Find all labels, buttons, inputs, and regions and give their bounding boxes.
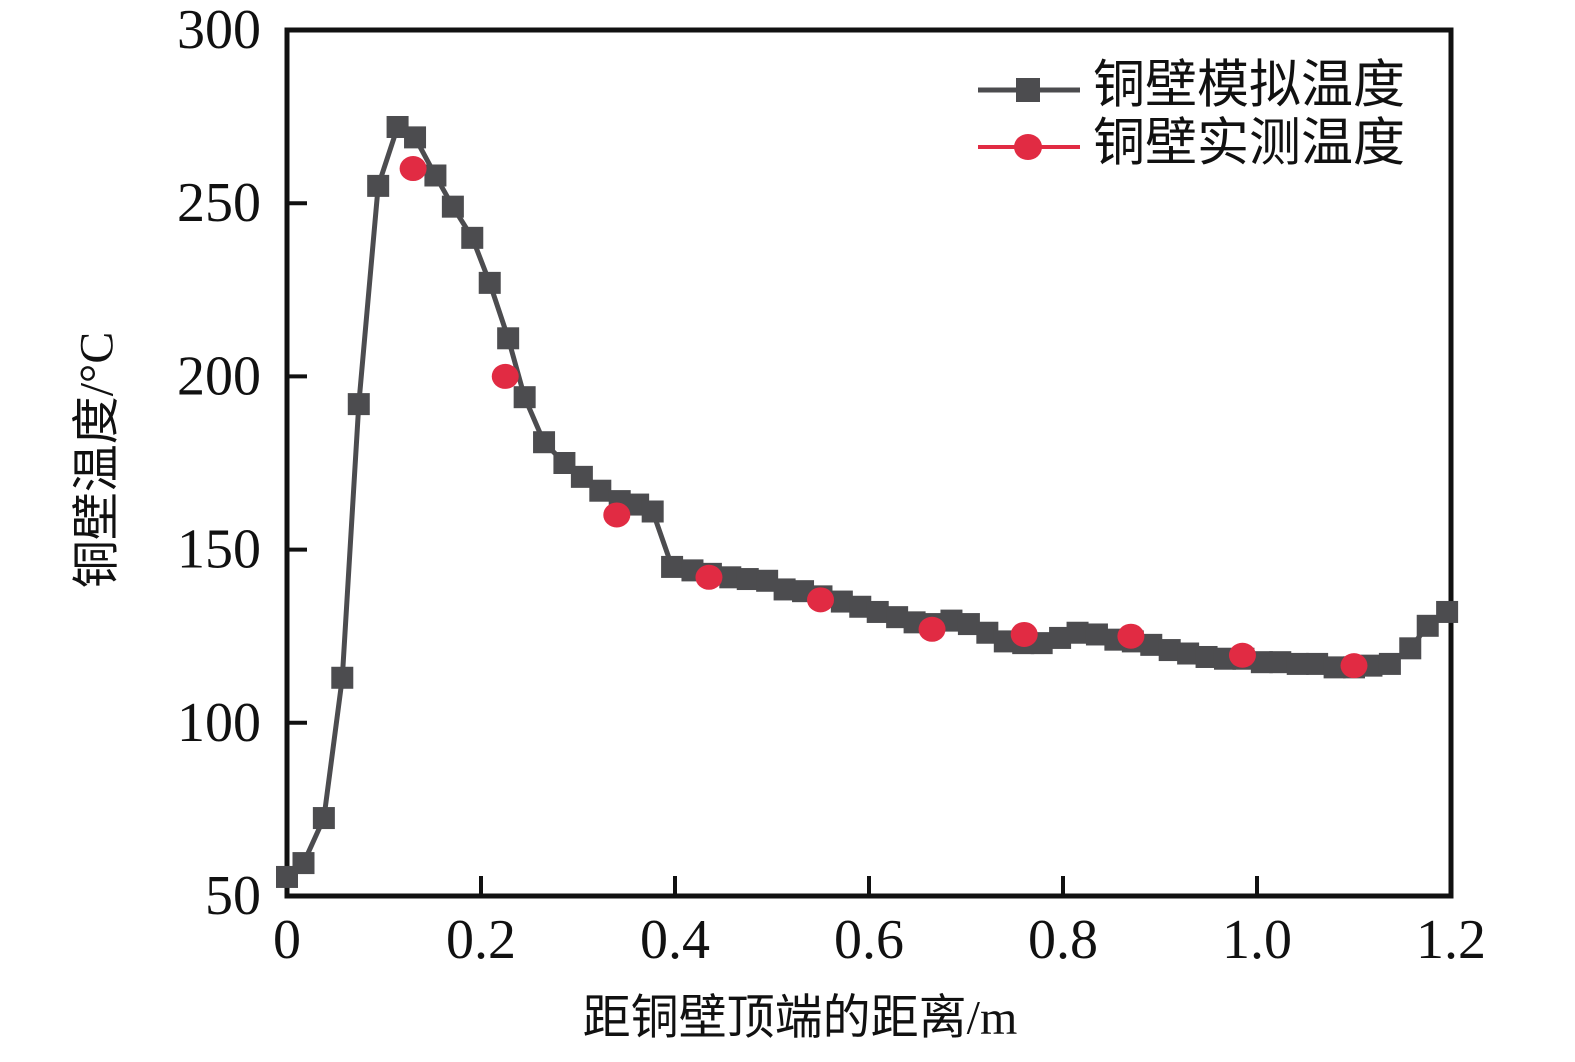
square-marker: [478, 271, 501, 294]
square-marker: [830, 590, 853, 613]
square-marker: [331, 666, 354, 689]
x-axis-ticks: 0 0.2 0.4 0.6 0.8 1.0 1.2: [273, 876, 1486, 971]
square-marker: [719, 566, 742, 589]
square-marker: [736, 568, 759, 591]
square-marker: [347, 393, 370, 416]
x-tick-label: 0: [273, 909, 301, 971]
x-tick-label: 0.8: [1028, 909, 1098, 971]
circle-marker: [807, 587, 834, 613]
square-marker: [424, 164, 447, 187]
square-marker: [513, 386, 536, 409]
square-marker: [570, 465, 593, 488]
y-tick-label: 300: [177, 0, 261, 61]
circle-marker: [491, 363, 519, 389]
square-marker: [886, 606, 909, 629]
square-marker: [386, 115, 409, 138]
legend-circle-marker-icon: [1014, 134, 1042, 160]
square-marker: [866, 600, 889, 623]
circle-marker: [1117, 623, 1145, 649]
square-marker: [497, 327, 520, 350]
square-marker: [976, 621, 999, 644]
circle-marker: [399, 156, 427, 182]
y-axis-title: 铜壁温度/°C: [71, 332, 124, 589]
square-marker: [940, 609, 963, 632]
square-marker: [589, 479, 612, 502]
square-marker: [1323, 656, 1346, 679]
legend: 铜壁模拟温度 铜壁实测温度: [978, 58, 1405, 173]
square-marker: [1066, 621, 1089, 644]
square-marker: [1436, 600, 1459, 623]
square-marker: [1195, 645, 1218, 668]
circle-marker: [1340, 653, 1368, 679]
series-layer: [276, 115, 1459, 888]
x-tick-label: 0.6: [834, 909, 904, 971]
y-tick-label: 50: [205, 865, 261, 927]
square-marker: [1378, 652, 1401, 675]
square-marker: [641, 500, 664, 523]
square-marker: [661, 555, 684, 578]
x-tick-label: 1.2: [1416, 909, 1486, 971]
square-marker: [441, 195, 464, 218]
square-marker: [756, 569, 779, 592]
square-marker: [533, 431, 556, 454]
square-marker: [1140, 633, 1163, 656]
legend-label-measured: 铜壁实测温度: [1093, 116, 1405, 173]
square-marker: [1049, 626, 1072, 649]
square-marker: [1158, 639, 1181, 662]
circle-marker: [695, 564, 723, 590]
square-marker: [553, 452, 576, 474]
square-marker: [312, 807, 335, 830]
square-marker: [367, 174, 390, 197]
square-marker: [1085, 623, 1108, 646]
square-marker: [292, 852, 315, 875]
square-marker: [1416, 614, 1439, 637]
square-marker: [461, 226, 484, 249]
circle-marker: [1010, 621, 1038, 647]
square-marker: [1250, 651, 1273, 674]
square-marker: [1177, 642, 1200, 665]
y-tick-label: 200: [177, 345, 261, 407]
square-marker: [1399, 637, 1422, 660]
square-marker: [1269, 651, 1292, 674]
circle-marker: [1228, 642, 1256, 668]
square-marker: [773, 578, 796, 601]
square-marker: [404, 126, 427, 149]
square-marker: [957, 613, 980, 636]
x-axis-title: 距铜壁顶端的距离/m: [583, 992, 1018, 1045]
x-tick-label: 1.0: [1222, 909, 1292, 971]
series-line: [285, 124, 1449, 879]
circle-marker: [603, 502, 631, 528]
legend-label-simulated: 铜壁模拟温度: [1093, 58, 1405, 115]
x-tick-label: 0.4: [640, 909, 710, 971]
simulated-series: [276, 115, 1459, 888]
y-tick-label: 150: [177, 519, 261, 581]
y-axis-ticks: 50 100 150 200 250 300: [177, 0, 307, 927]
square-marker: [849, 595, 872, 618]
y-tick-label: 100: [177, 692, 261, 754]
x-tick-label: 0.2: [446, 909, 516, 971]
y-tick-label: 250: [177, 172, 261, 234]
square-marker: [1286, 652, 1309, 675]
legend-square-marker-icon: [1016, 78, 1040, 102]
circle-marker: [918, 616, 946, 642]
square-marker: [1306, 652, 1329, 675]
measured-series: [399, 156, 1368, 679]
square-marker: [993, 630, 1016, 653]
